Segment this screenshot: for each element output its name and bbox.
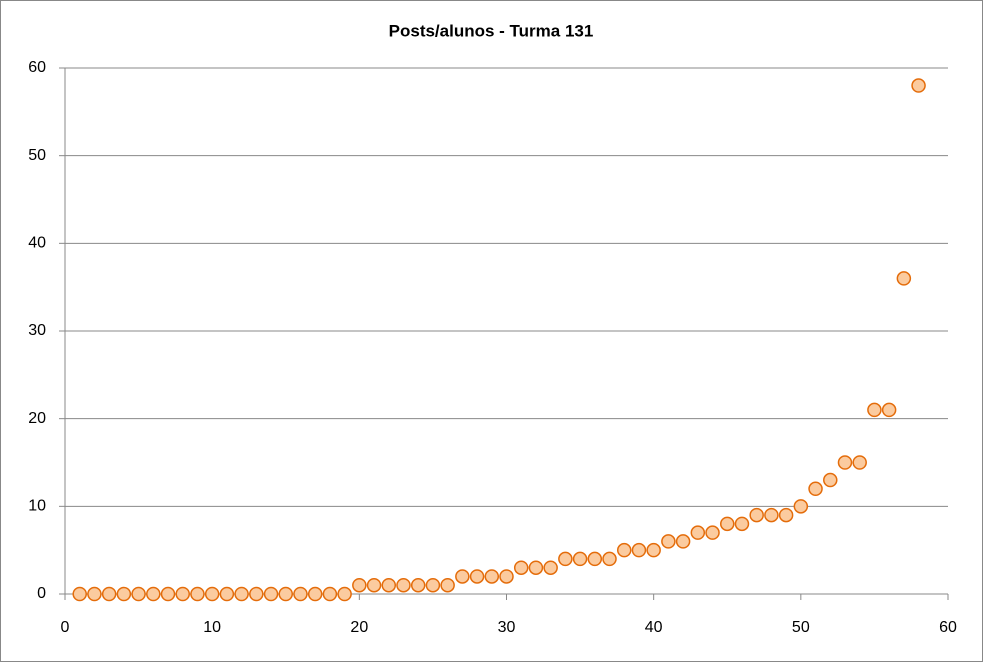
point — [587, 551, 603, 567]
point — [410, 577, 426, 593]
point — [837, 455, 853, 470]
y-tick-label: 60 — [28, 59, 46, 76]
y-tick-label: 10 — [28, 498, 46, 515]
x-tick-label: 0 — [61, 619, 70, 636]
x-tick-label: 30 — [498, 619, 516, 636]
point — [808, 481, 823, 497]
point — [160, 586, 176, 602]
point — [749, 507, 764, 523]
point — [278, 586, 293, 602]
point — [101, 586, 117, 602]
point — [558, 551, 573, 567]
point — [499, 569, 514, 584]
point — [734, 516, 750, 532]
point — [234, 586, 249, 602]
point — [881, 402, 897, 418]
point — [867, 402, 882, 418]
point — [484, 569, 500, 584]
point — [896, 271, 912, 286]
point — [455, 569, 470, 584]
y-tick-label: 30 — [28, 322, 46, 339]
x-tick-label: 20 — [350, 619, 368, 636]
point — [720, 516, 735, 532]
y-tick-label: 50 — [28, 147, 46, 164]
point — [425, 577, 441, 593]
point — [337, 586, 352, 602]
point — [352, 577, 367, 593]
point — [513, 560, 529, 575]
chart-title: Posts/alunos - Turma 131 — [389, 21, 594, 40]
point — [793, 499, 809, 514]
point — [131, 586, 146, 602]
x-tick-label: 60 — [939, 619, 957, 636]
point — [543, 560, 558, 575]
y-tick-label: 40 — [28, 235, 46, 252]
point — [852, 455, 867, 470]
point — [911, 78, 926, 93]
point — [322, 586, 338, 602]
point — [293, 586, 308, 602]
point — [572, 551, 588, 567]
point — [602, 551, 617, 567]
point — [72, 586, 87, 602]
point — [175, 586, 190, 602]
point — [146, 586, 161, 602]
point — [116, 586, 132, 602]
point — [705, 525, 720, 540]
point — [87, 586, 102, 602]
point — [778, 507, 794, 523]
x-tick-label: 40 — [645, 619, 663, 636]
point — [366, 577, 382, 593]
point — [690, 525, 706, 540]
x-tick-label: 10 — [203, 619, 221, 636]
point — [440, 577, 455, 593]
point — [661, 534, 676, 549]
point — [764, 507, 779, 523]
y-tick-label: 0 — [37, 585, 46, 602]
point — [616, 542, 632, 558]
point — [263, 586, 279, 602]
y-tick-label: 20 — [28, 410, 46, 427]
point — [219, 586, 235, 602]
point — [190, 586, 205, 602]
point — [528, 560, 544, 575]
point — [249, 586, 264, 602]
point — [631, 542, 647, 558]
point — [675, 534, 691, 549]
x-tick-label: 50 — [792, 619, 810, 636]
point — [381, 577, 397, 593]
point — [823, 472, 838, 488]
point — [396, 577, 411, 593]
point — [646, 542, 661, 558]
point — [469, 569, 485, 584]
point — [307, 586, 323, 602]
point — [204, 586, 220, 602]
